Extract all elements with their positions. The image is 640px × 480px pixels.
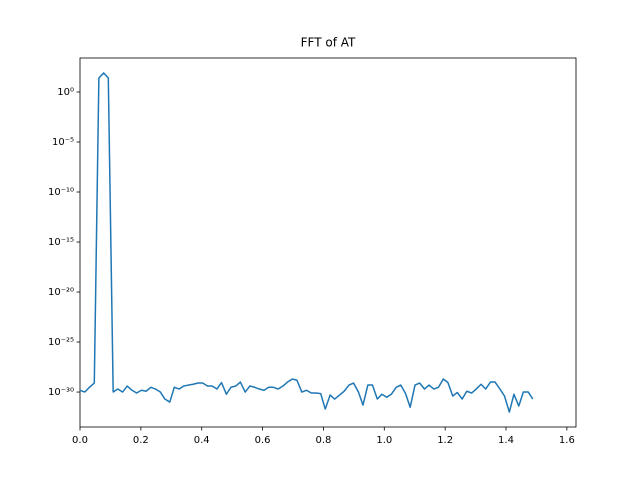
x-tick-label: 0.6 xyxy=(255,435,271,446)
line-series xyxy=(79,72,534,413)
x-tick-label: 0.0 xyxy=(72,435,88,446)
x-tick-label: 1.2 xyxy=(437,435,453,446)
plot-frame xyxy=(79,57,577,428)
y-tick-label: 10⁻⁵ xyxy=(52,137,74,148)
y-tick-label: 10⁻²⁰ xyxy=(48,287,74,298)
x-tick-label: 1.6 xyxy=(559,435,575,446)
y-tick-label: 10⁻³⁰ xyxy=(48,387,74,398)
x-tick-label: 0.2 xyxy=(133,435,149,446)
x-tick-label: 0.4 xyxy=(194,435,210,446)
y-tick-label: 10⁻¹⁵ xyxy=(48,237,74,248)
y-tick-label: 10⁻¹⁰ xyxy=(48,187,74,198)
y-tick-label: 10⁰ xyxy=(57,87,74,98)
y-tick-label: 10⁻²⁵ xyxy=(48,337,74,348)
x-tick-label: 0.8 xyxy=(315,435,331,446)
x-tick-label: 1.0 xyxy=(376,435,392,446)
chart-title: FFT of AT xyxy=(301,36,356,50)
x-tick-label: 1.4 xyxy=(498,435,514,446)
